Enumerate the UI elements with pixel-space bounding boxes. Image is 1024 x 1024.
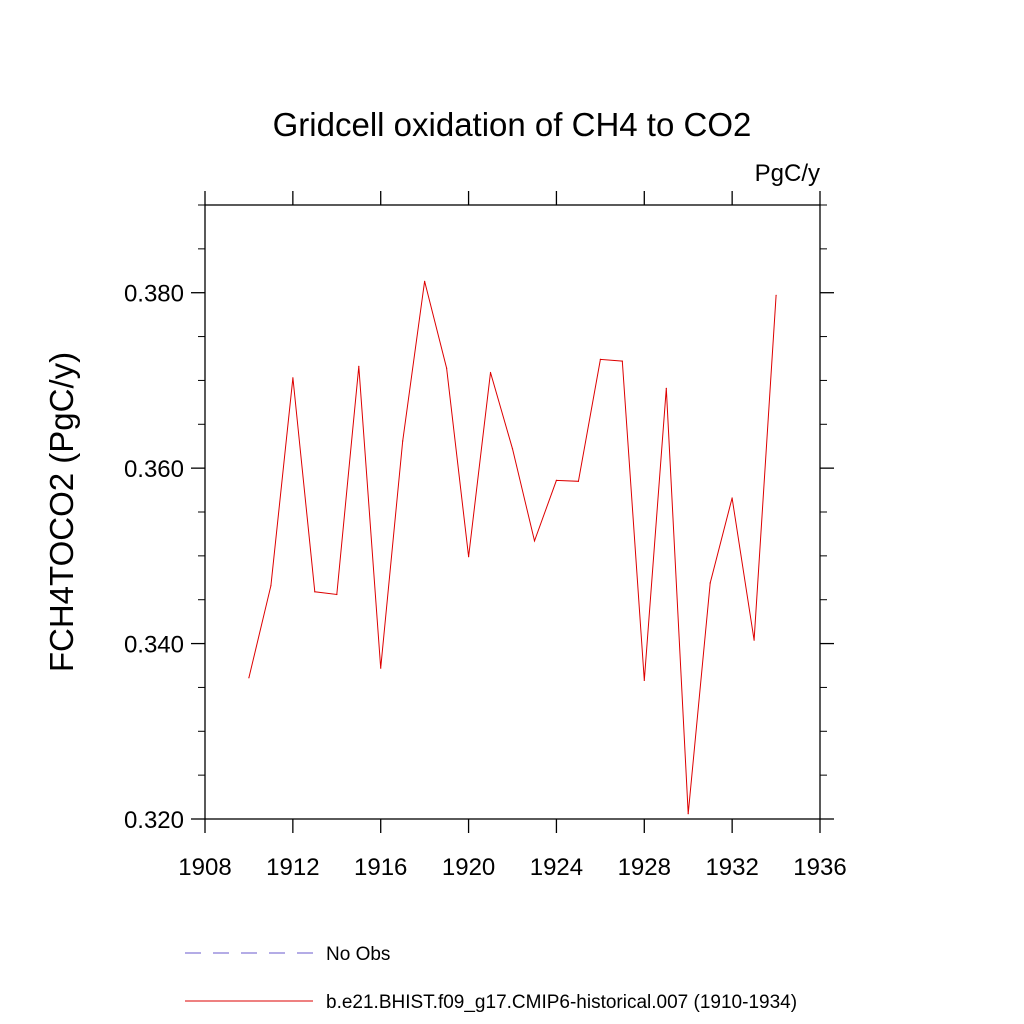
data-point	[555, 479, 558, 481]
data-point	[270, 585, 272, 587]
series-layer	[248, 280, 777, 815]
data-point	[424, 280, 426, 282]
x-tick-label: 1920	[442, 854, 495, 881]
data-point	[687, 813, 689, 815]
data-point	[599, 358, 602, 360]
legend-label-historical: b.e21.BHIST.f09_g17.CMIP6-historical.007…	[326, 992, 797, 1013]
data-point	[489, 371, 492, 374]
data-point	[446, 367, 448, 369]
legend-label-no-obs: No Obs	[326, 944, 390, 965]
data-point	[775, 294, 777, 296]
axis-tick-labels: 1908 1912 1916 1920 1924 1928 1932 1936 0.320 0.3…	[124, 281, 847, 881]
data-point	[533, 540, 536, 542]
legend: No Obs b.e21.BHIST.f09_g17.CMIP6-histori…	[185, 944, 797, 1013]
y-tick-label: 0.360	[124, 456, 184, 483]
data-point	[314, 591, 316, 593]
data-point	[248, 677, 250, 679]
data-point	[336, 593, 338, 596]
data-point	[731, 497, 733, 499]
data-point	[468, 556, 470, 558]
data-point	[665, 387, 667, 389]
y-axis-label: FCH4TOCO2 (PgC/y)	[43, 352, 80, 672]
x-tick-label: 1932	[705, 854, 758, 881]
x-tick-label: 1936	[793, 854, 846, 881]
data-point	[402, 440, 404, 442]
data-point	[380, 667, 382, 669]
y-tick-label: 0.340	[124, 632, 184, 659]
data-point	[577, 480, 580, 482]
data-point	[621, 360, 623, 362]
plot-frame	[204, 204, 821, 820]
data-point	[292, 377, 294, 379]
y-tick-label: 0.320	[124, 807, 184, 834]
data-point	[643, 679, 645, 682]
y-tick-label: 0.380	[124, 281, 184, 308]
axis-ticks	[191, 191, 834, 833]
x-tick-label: 1924	[530, 854, 583, 881]
series-line	[248, 281, 777, 814]
chart-title: Gridcell oxidation of CH4 to CO2	[273, 106, 752, 143]
data-point	[709, 582, 711, 584]
x-tick-label: 1928	[618, 854, 671, 881]
data-point	[511, 448, 514, 450]
data-point	[358, 365, 360, 367]
x-tick-label: 1916	[354, 854, 407, 881]
x-tick-label: 1912	[266, 854, 319, 881]
data-point	[753, 639, 755, 641]
units-label: PgC/y	[755, 160, 820, 187]
x-tick-label: 1908	[178, 854, 231, 881]
